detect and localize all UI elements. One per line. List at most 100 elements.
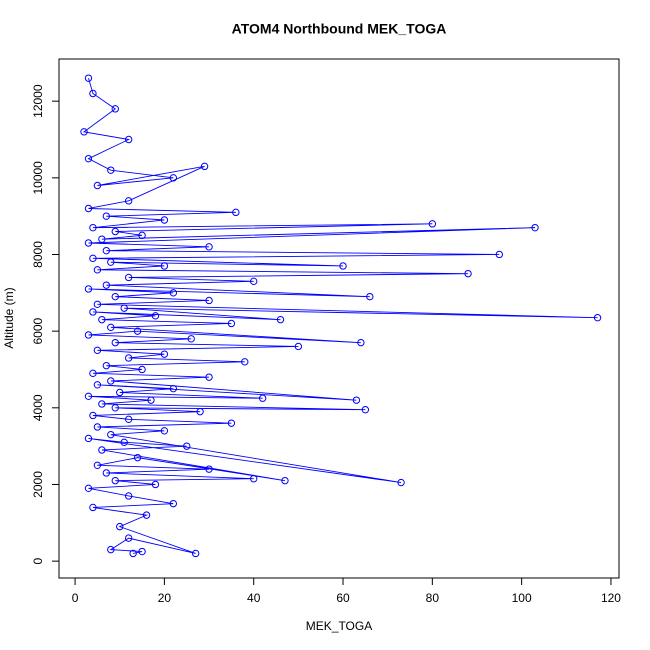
x-tick-label: 0 (72, 591, 79, 605)
data-point (232, 208, 240, 217)
data-point (93, 381, 102, 389)
data-point (107, 323, 115, 332)
data-point (93, 423, 102, 431)
data-point (281, 476, 289, 485)
data-point (187, 335, 195, 343)
x-tick-label: 60 (336, 591, 350, 605)
chart-title: ATOM4 Northbound MEK_TOGA (232, 21, 447, 37)
data-point (339, 262, 347, 270)
data-point (151, 312, 160, 320)
plot-frame (58, 58, 620, 579)
data-point (84, 285, 93, 293)
data-point (205, 465, 213, 473)
data-point (84, 204, 93, 213)
data-point (111, 105, 119, 113)
data-point (93, 300, 102, 309)
data-point (357, 338, 365, 347)
data-point (250, 475, 258, 483)
data-point (160, 427, 169, 435)
data-point (102, 246, 111, 255)
data-point (205, 373, 213, 381)
data-point (276, 315, 285, 324)
data-point (98, 400, 106, 408)
data-point (116, 522, 124, 531)
data-point (124, 415, 133, 424)
data-point (124, 197, 133, 205)
data-point (84, 331, 93, 339)
data-point (116, 388, 124, 397)
data-point (200, 162, 209, 171)
y-tick-label: 2000 (31, 471, 45, 498)
data-point (294, 342, 303, 351)
data-point (169, 499, 178, 508)
data-point (169, 174, 178, 182)
data-point (111, 476, 119, 485)
series-line (82, 78, 598, 554)
data-point (124, 492, 133, 500)
data-point (142, 511, 151, 519)
data-point (129, 549, 137, 558)
data-point (138, 365, 146, 374)
data-point (84, 74, 93, 82)
x-axis-label: MEK_TOGA (306, 619, 372, 633)
x-tick-label: 20 (158, 591, 172, 605)
x-tick-label: 120 (601, 591, 621, 605)
data-point (160, 350, 169, 358)
data-point (89, 369, 97, 378)
data-point (84, 154, 93, 163)
data-point (107, 545, 115, 554)
data-point (98, 315, 106, 324)
data-point (196, 407, 204, 416)
data-point (191, 549, 200, 558)
data-point (593, 314, 602, 322)
data-point (107, 166, 115, 174)
data-point (366, 292, 374, 301)
data-point (120, 304, 128, 312)
data-point (120, 438, 128, 447)
data-point (111, 227, 119, 236)
data-point (89, 411, 97, 420)
data-point (98, 446, 106, 454)
data-point (138, 547, 146, 556)
data-point (205, 296, 213, 305)
data-point (111, 338, 119, 347)
data-point (89, 223, 97, 232)
data-point (464, 269, 472, 278)
data-point (147, 396, 155, 404)
data-point (227, 419, 236, 427)
data-point (352, 396, 361, 404)
data-point (124, 273, 133, 282)
data-point (169, 384, 178, 393)
data-point (124, 354, 133, 362)
y-tick-label: 6000 (31, 317, 45, 344)
data-point (102, 469, 111, 477)
data-point (89, 89, 97, 98)
data-point (84, 434, 93, 443)
data-point (133, 327, 142, 335)
data-point (111, 292, 119, 301)
data-point (531, 223, 539, 232)
data-point (361, 406, 370, 414)
data-point (124, 534, 133, 542)
data-point (205, 243, 213, 251)
y-axis-label: Altitude (m) (2, 287, 16, 348)
y-tick-label: 0 (31, 557, 45, 564)
x-tick-label: 40 (247, 591, 261, 605)
data-point (84, 239, 93, 247)
data-point (169, 289, 178, 297)
data-point (160, 216, 169, 224)
data-point (258, 394, 267, 402)
data-point (397, 478, 405, 487)
data-point (133, 453, 142, 462)
data-point (89, 308, 97, 316)
data-point (107, 377, 115, 385)
data-point (495, 250, 504, 259)
data-point (138, 231, 146, 240)
data-point (183, 442, 191, 450)
data-point (241, 358, 249, 366)
x-tick-label: 80 (426, 591, 440, 605)
y-tick-label: 8000 (31, 241, 45, 268)
data-point (102, 212, 111, 220)
data-point (84, 392, 93, 401)
data-point (80, 128, 88, 136)
